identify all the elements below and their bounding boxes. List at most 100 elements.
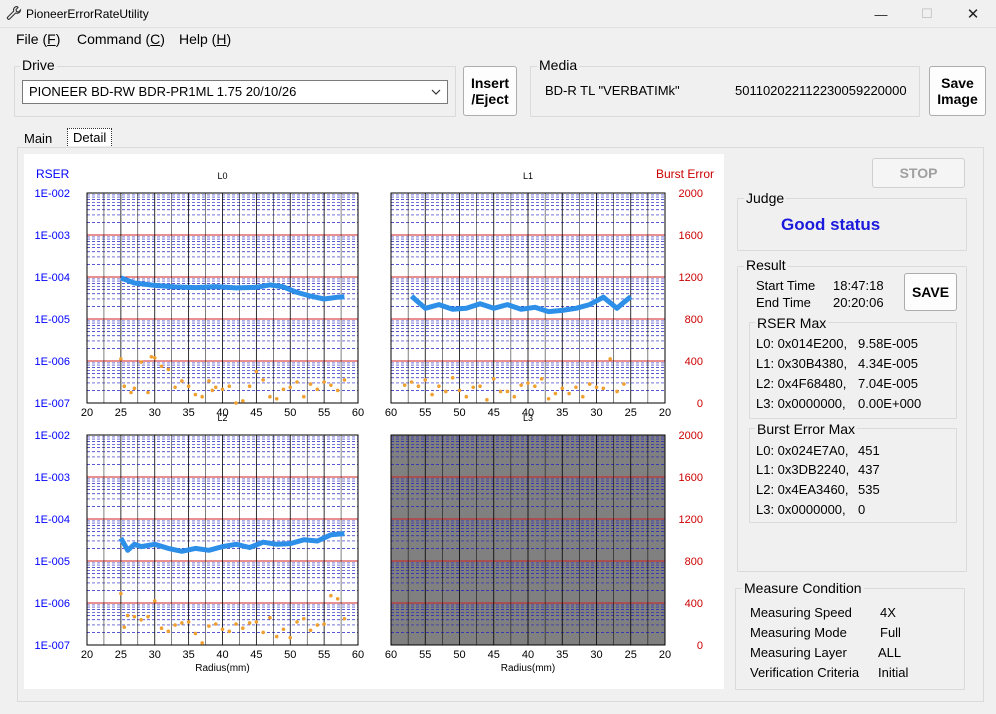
burst-point	[546, 397, 551, 401]
burst-point	[220, 627, 225, 632]
burst-point	[261, 630, 265, 635]
insert-eject-button[interactable]: Insert/Eject	[463, 66, 517, 116]
burst-point	[159, 364, 164, 369]
burst-point	[254, 620, 259, 624]
burst-tick-label: 400	[685, 356, 703, 368]
maximize-icon: ☐	[921, 6, 933, 21]
measure-label: Measuring Mode	[750, 625, 847, 640]
burst-tick-label: 0	[697, 398, 703, 410]
burst-point	[295, 620, 299, 624]
x-tick-label: 45	[250, 407, 262, 419]
burst-point	[608, 357, 612, 361]
burst-point	[567, 391, 571, 396]
burst-point	[450, 376, 455, 380]
burst-point	[152, 356, 157, 360]
burst-point	[594, 385, 599, 390]
maximize-button: ☐	[904, 0, 950, 28]
burst-point	[315, 387, 320, 392]
rser-max-value: 9.58E-005	[858, 336, 918, 351]
burst-point	[574, 385, 578, 390]
burst-point	[342, 378, 347, 382]
minimize-button[interactable]: —	[858, 0, 904, 28]
window-title: PioneerErrorRateUtility	[26, 7, 149, 21]
x-tick-label: 55	[419, 649, 431, 661]
burst-point	[288, 635, 293, 640]
burst-point	[560, 386, 565, 391]
burst-point	[519, 383, 523, 387]
burst-point	[444, 389, 448, 394]
panel-frame	[390, 434, 666, 646]
burst-point	[227, 629, 232, 634]
burst-tick-label: 800	[685, 556, 703, 568]
drive-group-label: Drive	[20, 57, 57, 73]
burst-point	[146, 390, 150, 395]
save-result-button[interactable]: SAVE	[904, 273, 957, 311]
drive-select-value: PIONEER BD-RW BDR-PR1ML 1.75 20/10/26	[29, 84, 297, 99]
burst-max-addr: L0: 0x024E7A0,	[756, 443, 849, 458]
measure-label: Measuring Speed	[750, 605, 852, 620]
rser-series-line	[118, 531, 345, 554]
burst-point	[166, 367, 171, 372]
x-tick-label: 50	[284, 407, 296, 419]
burst-tick-label: 1200	[679, 514, 703, 526]
burst-point	[329, 383, 333, 387]
minimize-icon: —	[874, 6, 888, 22]
x-tick-label: 60	[352, 407, 364, 419]
burst-point	[200, 641, 204, 645]
burst-point	[234, 622, 238, 626]
drive-select[interactable]: PIONEER BD-RW BDR-PR1ML 1.75 20/10/26	[22, 80, 448, 104]
judge-group	[737, 198, 967, 251]
burst-point	[302, 394, 306, 399]
menu-command[interactable]: Command (C)	[77, 31, 165, 47]
burst-point	[315, 623, 320, 627]
save-image-button[interactable]: Save Image	[929, 66, 986, 116]
x-tick-label: 60	[385, 649, 397, 661]
burst-point	[207, 379, 211, 383]
tab-detail[interactable]: Detail	[67, 128, 113, 146]
media-type: BD-R TL "VERBATIMk"	[545, 83, 680, 98]
burst-point	[200, 394, 204, 399]
burst-point	[539, 377, 544, 381]
burst-tick-label: 1600	[679, 230, 703, 242]
close-button[interactable]: ✕	[950, 0, 996, 28]
measure-label: Measuring Layer	[750, 645, 847, 660]
burst-point	[322, 622, 326, 626]
menu-help[interactable]: Help (H)	[179, 31, 232, 47]
result-group-label: Result	[744, 257, 788, 273]
burst-max-value: 437	[858, 462, 880, 477]
burst-point	[581, 394, 585, 399]
x-tick-label: 55	[419, 407, 431, 419]
burst-point	[247, 384, 252, 388]
burst-point	[329, 593, 333, 598]
measure-label: Verification Criteria	[750, 665, 860, 680]
tab-main[interactable]: Main	[24, 131, 53, 146]
menu-file[interactable]: File (F)	[16, 31, 61, 47]
burst-axis-label: Burst Error	[656, 167, 714, 181]
burst-point	[119, 591, 123, 596]
burst-point	[457, 388, 462, 393]
burst-point	[342, 616, 347, 621]
panel-title: L3	[523, 413, 533, 423]
burst-point	[234, 401, 238, 405]
judge-status: Good status	[781, 215, 881, 234]
burst-point	[122, 384, 127, 388]
menu-bar: File (F) Command (C) Help (H)	[0, 28, 996, 50]
burst-point	[261, 378, 265, 382]
burst-max-addr: L2: 0x4EA3460,	[756, 482, 849, 497]
burst-point	[485, 398, 489, 402]
burst-point	[166, 629, 171, 634]
x-tick-label: 20	[81, 649, 93, 661]
rser-tick-label: 1E-005	[35, 314, 70, 326]
x-tick-label: 35	[183, 407, 195, 419]
burst-point	[274, 397, 279, 401]
x-tick-label: 20	[81, 407, 93, 419]
x-tick-label: 25	[625, 407, 637, 419]
burst-max-value: 451	[858, 443, 880, 458]
measure-value: ALL	[878, 645, 902, 660]
burst-point	[335, 597, 340, 601]
result-group	[737, 266, 967, 572]
burst-point	[193, 392, 198, 397]
burst-max-addr: L3: 0x0000000,	[756, 502, 846, 517]
burst-tick-label: 1600	[679, 472, 703, 484]
x-tick-label: 20	[659, 649, 671, 661]
